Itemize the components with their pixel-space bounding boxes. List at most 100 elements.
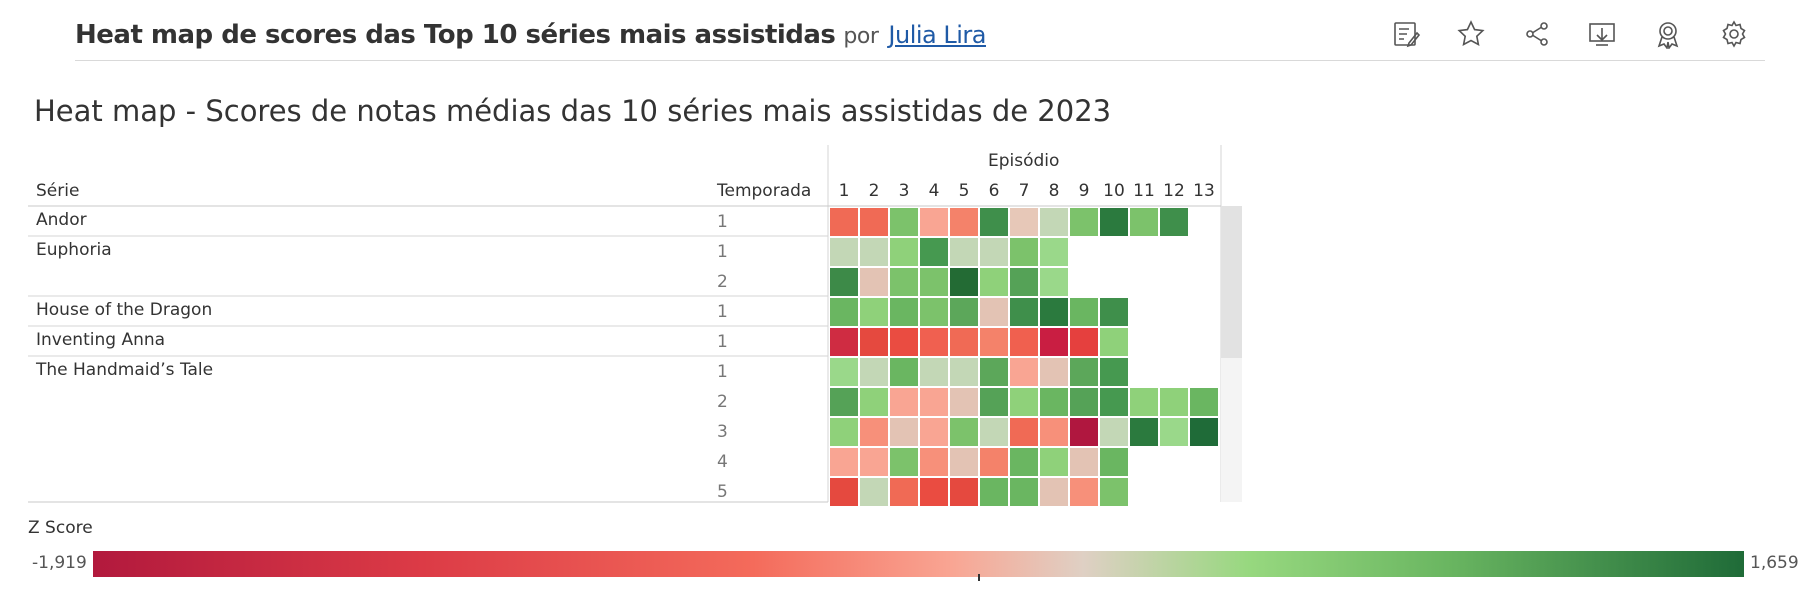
heatmap-cell[interactable] bbox=[1189, 387, 1219, 417]
heatmap-cell[interactable] bbox=[1099, 477, 1129, 507]
heatmap-cell[interactable] bbox=[1069, 297, 1099, 327]
heatmap-cell[interactable] bbox=[979, 297, 1009, 327]
heatmap-cell[interactable] bbox=[859, 297, 889, 327]
heatmap-cell[interactable] bbox=[919, 327, 949, 357]
scrollbar-thumb[interactable] bbox=[1221, 206, 1242, 358]
heatmap-cell[interactable] bbox=[859, 267, 889, 297]
heatmap-cell[interactable] bbox=[979, 417, 1009, 447]
heatmap-cell[interactable] bbox=[1039, 417, 1069, 447]
heatmap-cell[interactable] bbox=[949, 357, 979, 387]
heatmap-cell[interactable] bbox=[1069, 417, 1099, 447]
heatmap-cell[interactable] bbox=[829, 477, 859, 507]
heatmap-cell[interactable] bbox=[979, 447, 1009, 477]
heatmap-cell[interactable] bbox=[1009, 447, 1039, 477]
heatmap-cell[interactable] bbox=[1099, 297, 1129, 327]
heatmap-cell[interactable] bbox=[919, 297, 949, 327]
heatmap-cell[interactable] bbox=[829, 417, 859, 447]
heatmap-cell[interactable] bbox=[1039, 477, 1069, 507]
heatmap-cell[interactable] bbox=[889, 387, 919, 417]
heatmap-cell[interactable] bbox=[979, 267, 1009, 297]
heatmap-cell[interactable] bbox=[1009, 207, 1039, 237]
heatmap-cell[interactable] bbox=[1069, 207, 1099, 237]
heatmap-cell[interactable] bbox=[1039, 447, 1069, 477]
heatmap-cell[interactable] bbox=[1099, 357, 1129, 387]
heatmap-cell[interactable] bbox=[1009, 477, 1039, 507]
heatmap-cell[interactable] bbox=[949, 327, 979, 357]
heatmap-cell[interactable] bbox=[829, 237, 859, 267]
heatmap-cell[interactable] bbox=[859, 327, 889, 357]
heatmap-cell[interactable] bbox=[919, 387, 949, 417]
heatmap-cell[interactable] bbox=[1129, 207, 1159, 237]
heatmap-cell[interactable] bbox=[1099, 207, 1129, 237]
heatmap-cell[interactable] bbox=[1039, 327, 1069, 357]
badge-icon[interactable] bbox=[1648, 14, 1688, 54]
heatmap-cell[interactable] bbox=[1009, 387, 1039, 417]
heatmap-cell[interactable] bbox=[829, 297, 859, 327]
heatmap-cell[interactable] bbox=[859, 417, 889, 447]
heatmap-cell[interactable] bbox=[859, 477, 889, 507]
heatmap-cell[interactable] bbox=[979, 327, 1009, 357]
heatmap-cell[interactable] bbox=[1009, 267, 1039, 297]
heatmap-cell[interactable] bbox=[1069, 447, 1099, 477]
heatmap-cell[interactable] bbox=[1009, 357, 1039, 387]
download-icon[interactable] bbox=[1582, 14, 1622, 54]
heatmap-cell[interactable] bbox=[1039, 297, 1069, 327]
heatmap-cell[interactable] bbox=[1069, 387, 1099, 417]
heatmap-cell[interactable] bbox=[919, 267, 949, 297]
heatmap-cell[interactable] bbox=[1039, 237, 1069, 267]
heatmap-cell[interactable] bbox=[829, 387, 859, 417]
heatmap-cell[interactable] bbox=[1069, 477, 1099, 507]
gear-icon[interactable] bbox=[1714, 14, 1754, 54]
heatmap-cell[interactable] bbox=[949, 267, 979, 297]
heatmap-cell[interactable] bbox=[829, 327, 859, 357]
heatmap-cell[interactable] bbox=[1039, 267, 1069, 297]
heatmap-cell[interactable] bbox=[1039, 357, 1069, 387]
heatmap-cell[interactable] bbox=[979, 237, 1009, 267]
heatmap-cell[interactable] bbox=[859, 207, 889, 237]
heatmap-cell[interactable] bbox=[919, 417, 949, 447]
star-icon[interactable] bbox=[1451, 14, 1491, 54]
heatmap-cell[interactable] bbox=[1099, 327, 1129, 357]
heatmap-cell[interactable] bbox=[949, 297, 979, 327]
heatmap-cell[interactable] bbox=[859, 357, 889, 387]
heatmap-cell[interactable] bbox=[979, 357, 1009, 387]
heatmap-cell[interactable] bbox=[1039, 207, 1069, 237]
heatmap-cell[interactable] bbox=[889, 417, 919, 447]
heatmap-cell[interactable] bbox=[979, 207, 1009, 237]
heatmap-cell[interactable] bbox=[949, 477, 979, 507]
heatmap-cell[interactable] bbox=[1039, 387, 1069, 417]
heatmap-cell[interactable] bbox=[1159, 417, 1189, 447]
heatmap-cell[interactable] bbox=[949, 237, 979, 267]
heatmap-cell[interactable] bbox=[1009, 417, 1039, 447]
heatmap-cell[interactable] bbox=[949, 207, 979, 237]
heatmap-cell[interactable] bbox=[829, 357, 859, 387]
heatmap-cell[interactable] bbox=[829, 207, 859, 237]
heatmap-cell[interactable] bbox=[889, 237, 919, 267]
author-link[interactable]: Julia Lira bbox=[888, 21, 986, 49]
heatmap-cell[interactable] bbox=[829, 447, 859, 477]
heatmap-cell[interactable] bbox=[919, 207, 949, 237]
heatmap-cell[interactable] bbox=[889, 447, 919, 477]
heatmap-cell[interactable] bbox=[1099, 387, 1129, 417]
heatmap-cell[interactable] bbox=[1099, 447, 1129, 477]
heatmap-cell[interactable] bbox=[949, 387, 979, 417]
heatmap-cell[interactable] bbox=[1009, 297, 1039, 327]
edit-icon[interactable] bbox=[1386, 14, 1426, 54]
heatmap-cell[interactable] bbox=[1099, 417, 1129, 447]
heatmap-cell[interactable] bbox=[859, 387, 889, 417]
heatmap-cell[interactable] bbox=[1189, 417, 1219, 447]
heatmap-cell[interactable] bbox=[1159, 207, 1189, 237]
heatmap-cell[interactable] bbox=[859, 237, 889, 267]
heatmap-cell[interactable] bbox=[979, 477, 1009, 507]
heatmap-cell[interactable] bbox=[949, 447, 979, 477]
heatmap-cell[interactable] bbox=[889, 357, 919, 387]
heatmap-cell[interactable] bbox=[1159, 387, 1189, 417]
heatmap-cell[interactable] bbox=[829, 267, 859, 297]
heatmap-cell[interactable] bbox=[919, 357, 949, 387]
heatmap-cell[interactable] bbox=[889, 327, 919, 357]
heatmap-cell[interactable] bbox=[1129, 417, 1159, 447]
share-icon[interactable] bbox=[1517, 14, 1557, 54]
heatmap-cell[interactable] bbox=[979, 387, 1009, 417]
heatmap-cell[interactable] bbox=[889, 267, 919, 297]
heatmap-cell[interactable] bbox=[1129, 387, 1159, 417]
